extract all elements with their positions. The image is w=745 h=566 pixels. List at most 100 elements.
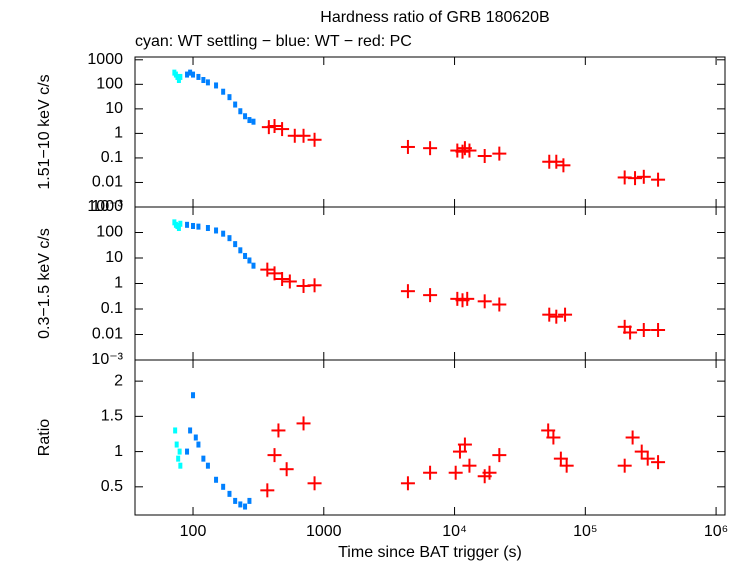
data-point bbox=[196, 441, 201, 448]
y-tick-label: 10⁻³ bbox=[91, 198, 123, 215]
data-point bbox=[176, 455, 181, 462]
y-tick-label: 0.01 bbox=[92, 326, 123, 343]
data-point bbox=[227, 235, 232, 242]
data-point bbox=[400, 476, 415, 491]
y-tick-label: 0.1 bbox=[101, 300, 123, 317]
y-tick-label: 100 bbox=[96, 76, 123, 93]
data-point bbox=[423, 141, 438, 156]
data-point bbox=[196, 73, 201, 80]
data-point bbox=[178, 462, 183, 469]
data-point bbox=[243, 252, 248, 259]
data-point bbox=[282, 274, 297, 289]
data-point bbox=[267, 266, 282, 281]
y-tick-label: 1000 bbox=[87, 198, 123, 215]
data-point bbox=[651, 172, 666, 187]
data-point bbox=[460, 291, 475, 306]
data-point bbox=[205, 79, 210, 86]
data-point bbox=[205, 225, 210, 232]
data-point bbox=[267, 448, 282, 463]
data-point bbox=[423, 288, 438, 303]
data-point bbox=[477, 148, 492, 163]
data-point bbox=[457, 437, 472, 452]
y-tick-label: 0.01 bbox=[92, 174, 123, 191]
data-point bbox=[214, 227, 219, 234]
data-point bbox=[477, 294, 492, 309]
y-tick-label: 1 bbox=[114, 275, 123, 292]
y-tick-label: 0.5 bbox=[101, 478, 123, 495]
data-point bbox=[185, 71, 190, 78]
data-point bbox=[558, 307, 573, 322]
data-point bbox=[176, 225, 181, 232]
x-tick-label: 10⁵ bbox=[573, 523, 597, 540]
data-point bbox=[193, 434, 198, 441]
y-axis-label: 0.3−1.5 keV c/s bbox=[36, 228, 53, 339]
data-point bbox=[233, 241, 238, 248]
y-tick-label: 1.5 bbox=[101, 408, 123, 425]
data-point bbox=[260, 483, 275, 498]
data-point bbox=[214, 476, 219, 483]
data-point bbox=[233, 497, 238, 504]
data-point bbox=[617, 458, 632, 473]
data-point bbox=[176, 77, 181, 84]
plot-frame bbox=[134, 206, 726, 361]
data-point bbox=[243, 113, 248, 120]
data-point bbox=[175, 73, 180, 80]
y-tick-label: 0.1 bbox=[101, 149, 123, 166]
plot-frame bbox=[134, 56, 726, 208]
data-point bbox=[542, 307, 557, 322]
data-point bbox=[651, 323, 666, 338]
data-point bbox=[275, 122, 290, 137]
data-point bbox=[400, 284, 415, 299]
data-point bbox=[247, 257, 252, 264]
data-point bbox=[188, 69, 193, 76]
data-point bbox=[546, 430, 561, 445]
y-tick-label: 10 bbox=[105, 249, 123, 266]
data-point bbox=[221, 483, 226, 490]
x-tick-label: 1000 bbox=[306, 523, 342, 540]
data-point bbox=[452, 444, 467, 459]
chart-title: Hardness ratio of GRB 180620B bbox=[320, 9, 549, 26]
data-point bbox=[173, 427, 178, 434]
y-axis-label: Ratio bbox=[36, 419, 53, 456]
data-point bbox=[205, 462, 210, 469]
data-point bbox=[623, 325, 638, 340]
y-tick-label: 1000 bbox=[87, 51, 123, 68]
data-point bbox=[185, 221, 190, 228]
data-point bbox=[541, 423, 556, 438]
data-point bbox=[279, 462, 294, 477]
data-point bbox=[628, 171, 643, 186]
data-point bbox=[260, 262, 275, 277]
data-point bbox=[196, 223, 201, 230]
data-point bbox=[634, 444, 649, 459]
data-point bbox=[307, 476, 322, 491]
x-tick-label: 10⁶ bbox=[704, 523, 728, 540]
data-point bbox=[247, 497, 252, 504]
data-point bbox=[559, 458, 574, 473]
y-tick-label: 2 bbox=[114, 372, 123, 389]
data-point bbox=[185, 448, 190, 455]
data-point bbox=[177, 448, 182, 455]
data-point bbox=[549, 154, 564, 169]
data-point bbox=[400, 139, 415, 154]
data-point bbox=[296, 128, 311, 143]
data-point bbox=[640, 451, 655, 466]
data-point bbox=[227, 490, 232, 497]
data-point bbox=[191, 71, 196, 78]
data-point bbox=[238, 247, 243, 254]
data-point bbox=[178, 73, 183, 80]
x-axis-label: Time since BAT trigger (s) bbox=[338, 544, 522, 561]
data-point bbox=[201, 455, 206, 462]
data-point bbox=[243, 503, 248, 510]
data-point bbox=[482, 465, 497, 480]
data-point bbox=[251, 262, 256, 269]
chart-subtitle: cyan: WT settling − blue: WT − red: PC bbox=[135, 33, 412, 50]
data-point bbox=[201, 77, 206, 84]
data-point bbox=[275, 272, 290, 287]
data-point bbox=[549, 309, 564, 324]
data-point bbox=[178, 220, 183, 227]
y-tick-label: 1 bbox=[114, 443, 123, 460]
data-point bbox=[238, 108, 243, 115]
data-point bbox=[636, 323, 651, 338]
data-point bbox=[191, 392, 196, 399]
data-point bbox=[651, 455, 666, 470]
